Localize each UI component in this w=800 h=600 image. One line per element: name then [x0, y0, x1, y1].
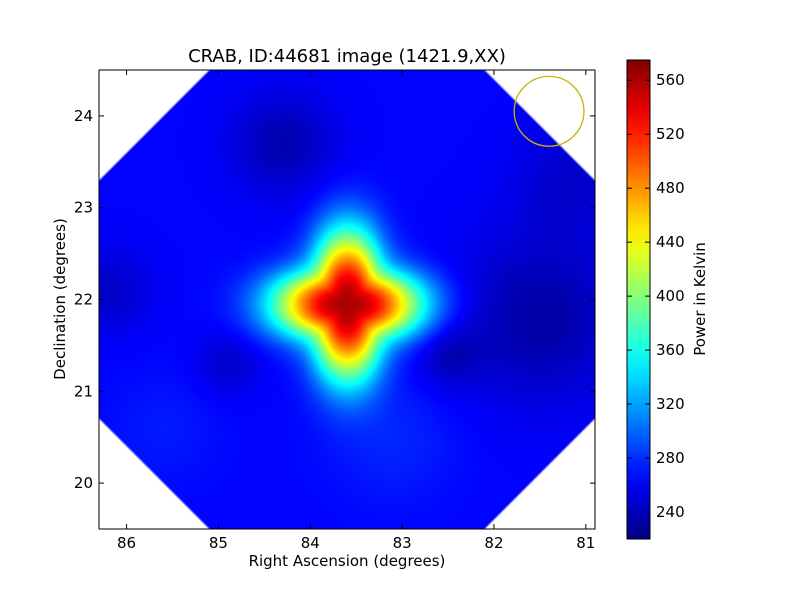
beam-circle [513, 75, 585, 147]
colorbar-tick-label: 360 [656, 341, 685, 359]
colorbar-tick-label: 320 [656, 395, 685, 413]
colorbar-tick-label: 560 [656, 71, 685, 89]
x-tick-label: 86 [117, 534, 136, 552]
colorbar-gradient [627, 60, 650, 539]
y-tick-label: 20 [74, 474, 93, 492]
y-tick-label: 24 [74, 107, 93, 125]
plot-area [98, 69, 596, 530]
colorbar-tick-label: 280 [656, 449, 685, 467]
x-tick-label: 84 [301, 534, 320, 552]
x-axis-label: Right Ascension (degrees) [249, 552, 446, 570]
x-tick-label: 82 [484, 534, 503, 552]
x-axis: 86 85 84 83 82 81 [117, 70, 595, 552]
x-tick-label: 85 [209, 534, 228, 552]
chart-title: CRAB, ID:44681 image (1421.9,XX) [188, 46, 506, 67]
colorbar-label: Power in Kelvin [691, 242, 709, 356]
y-tick-label: 23 [74, 199, 93, 217]
colorbar-tick-label: 440 [656, 233, 685, 251]
colorbar-frame [626, 59, 651, 540]
colorbar: 240 280 320 360 400 440 480 520 560 [626, 59, 685, 540]
colorbar-ticks: 240 280 320 360 400 440 480 520 560 [627, 71, 685, 521]
y-tick-label: 22 [74, 291, 93, 309]
colorbar-tick-label: 480 [656, 179, 685, 197]
heatmap-image [99, 70, 595, 529]
colorbar-tick-label: 240 [656, 503, 685, 521]
x-tick-label: 81 [576, 534, 595, 552]
colorbar-tick-label: 400 [656, 287, 685, 305]
y-tick-label: 21 [74, 382, 93, 400]
x-tick-label: 83 [393, 534, 412, 552]
y-axis: 20 21 22 23 24 [74, 107, 595, 492]
y-axis-label: Declination (degrees) [51, 218, 69, 380]
colorbar-tick-label: 520 [656, 125, 685, 143]
